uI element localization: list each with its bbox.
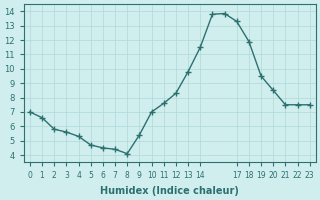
X-axis label: Humidex (Indice chaleur): Humidex (Indice chaleur) [100,186,239,196]
